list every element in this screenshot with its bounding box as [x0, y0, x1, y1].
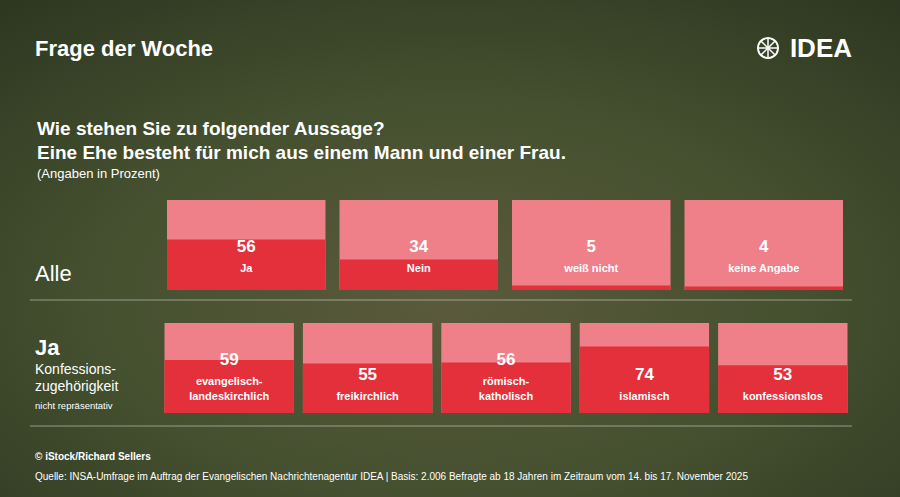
svg-text:römisch-: römisch- — [483, 375, 530, 387]
svg-text:59: 59 — [220, 350, 239, 369]
svg-text:nicht repräsentativ: nicht repräsentativ — [35, 400, 113, 411]
svg-text:freikirchlich: freikirchlich — [336, 390, 399, 402]
svg-text:keine Angabe: keine Angabe — [728, 262, 799, 274]
svg-text:34: 34 — [409, 237, 428, 256]
svg-text:5: 5 — [587, 237, 596, 256]
svg-text:Wie stehen Sie zu folgender Au: Wie stehen Sie zu folgender Aussage? — [37, 118, 385, 139]
svg-text:Nein: Nein — [407, 262, 431, 274]
svg-text:53: 53 — [773, 365, 792, 384]
svg-text:55: 55 — [358, 365, 377, 384]
svg-text:(Angaben in Prozent): (Angaben in Prozent) — [37, 166, 160, 181]
svg-text:weiß nicht: weiß nicht — [563, 262, 618, 274]
svg-text:zugehörigkeit: zugehörigkeit — [35, 378, 118, 394]
svg-text:Quelle: INSA-Umfrage im Auftra: Quelle: INSA-Umfrage im Auftrag der Evan… — [35, 471, 748, 482]
svg-text:konfessionslos: konfessionslos — [743, 390, 823, 402]
svg-text:Konfessions-: Konfessions- — [35, 361, 116, 377]
svg-text:islamisch: islamisch — [619, 390, 669, 402]
svg-text:Alle: Alle — [35, 261, 72, 286]
svg-text:56: 56 — [497, 350, 516, 369]
svg-text:katholisch: katholisch — [479, 390, 534, 402]
svg-text:Eine Ehe besteht für mich aus: Eine Ehe besteht für mich aus einem Mann… — [37, 142, 566, 163]
svg-text:Frage der Woche: Frage der Woche — [35, 36, 213, 61]
svg-text:landeskirchlich: landeskirchlich — [189, 390, 269, 402]
svg-text:Ja: Ja — [240, 262, 253, 274]
svg-text:© iStock/Richard Sellers: © iStock/Richard Sellers — [35, 451, 151, 462]
svg-text:evangelisch-: evangelisch- — [196, 375, 263, 387]
svg-text:Ja: Ja — [35, 335, 60, 360]
svg-text:74: 74 — [635, 365, 654, 384]
svg-text:56: 56 — [237, 237, 256, 256]
svg-text:IDEA: IDEA — [790, 33, 852, 63]
svg-text:4: 4 — [759, 237, 769, 256]
